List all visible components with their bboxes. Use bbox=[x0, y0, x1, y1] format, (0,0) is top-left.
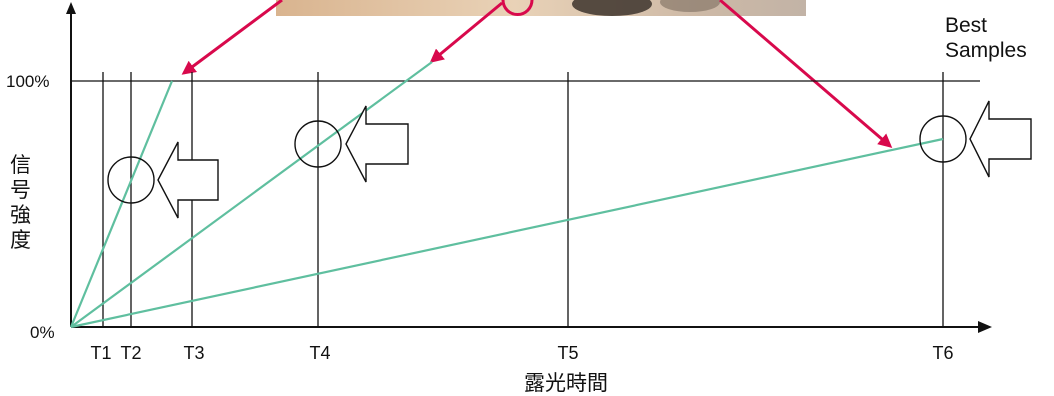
pointer-arrow-right bbox=[719, 0, 893, 148]
hollow-arrow-t6 bbox=[969, 100, 1032, 178]
pointer-arrow-left bbox=[181, 0, 283, 75]
y-top-label: 100% bbox=[6, 72, 49, 91]
y-axis-title: 信 号 強 度 bbox=[10, 154, 31, 252]
x-axis-arrowhead bbox=[978, 321, 992, 333]
x-axis-title: 露光時間 bbox=[524, 372, 608, 395]
y-axis-char-3: 強 bbox=[10, 204, 31, 227]
tick-label-t6: T6 bbox=[932, 343, 953, 363]
y-axis-char-4: 度 bbox=[10, 229, 31, 252]
pointer-circle bbox=[501, 0, 534, 16]
pointer-arrow-middle bbox=[429, 1, 503, 63]
best-samples-line1: Best bbox=[945, 14, 987, 37]
best-circle-t4 bbox=[294, 120, 342, 168]
tick-label-t1: T1 bbox=[90, 343, 111, 363]
y-axis-char-2: 号 bbox=[10, 179, 31, 202]
y-bottom-label: 0% bbox=[30, 323, 55, 342]
hollow-arrows bbox=[157, 100, 1032, 219]
ramp-shallow bbox=[70, 137, 944, 329]
y-axis-char-1: 信 bbox=[10, 154, 31, 177]
ramp-steep bbox=[69, 80, 174, 328]
y-axis-arrowhead bbox=[66, 2, 76, 14]
tick-label-t2: T2 bbox=[120, 343, 141, 363]
tick-label-t3: T3 bbox=[183, 343, 204, 363]
hollow-arrow-t4 bbox=[345, 105, 409, 183]
axes bbox=[66, 2, 992, 333]
best-samples-line2: Samples bbox=[945, 39, 1027, 62]
tick-label-t4: T4 bbox=[309, 343, 330, 363]
tick-labels: T1 T2 T3 T4 T5 T6 bbox=[90, 343, 953, 363]
sample-photo bbox=[276, 0, 806, 16]
time-markers bbox=[102, 72, 944, 327]
ramp-medium bbox=[70, 61, 433, 328]
best-sample-circles bbox=[107, 115, 967, 204]
best-circle-t6 bbox=[919, 115, 967, 163]
pointer-arrows bbox=[181, 0, 893, 148]
signal-ramps bbox=[69, 61, 944, 329]
hollow-arrow-t2 bbox=[157, 141, 219, 219]
tick-label-t5: T5 bbox=[557, 343, 578, 363]
best-circle-t2 bbox=[107, 156, 155, 204]
